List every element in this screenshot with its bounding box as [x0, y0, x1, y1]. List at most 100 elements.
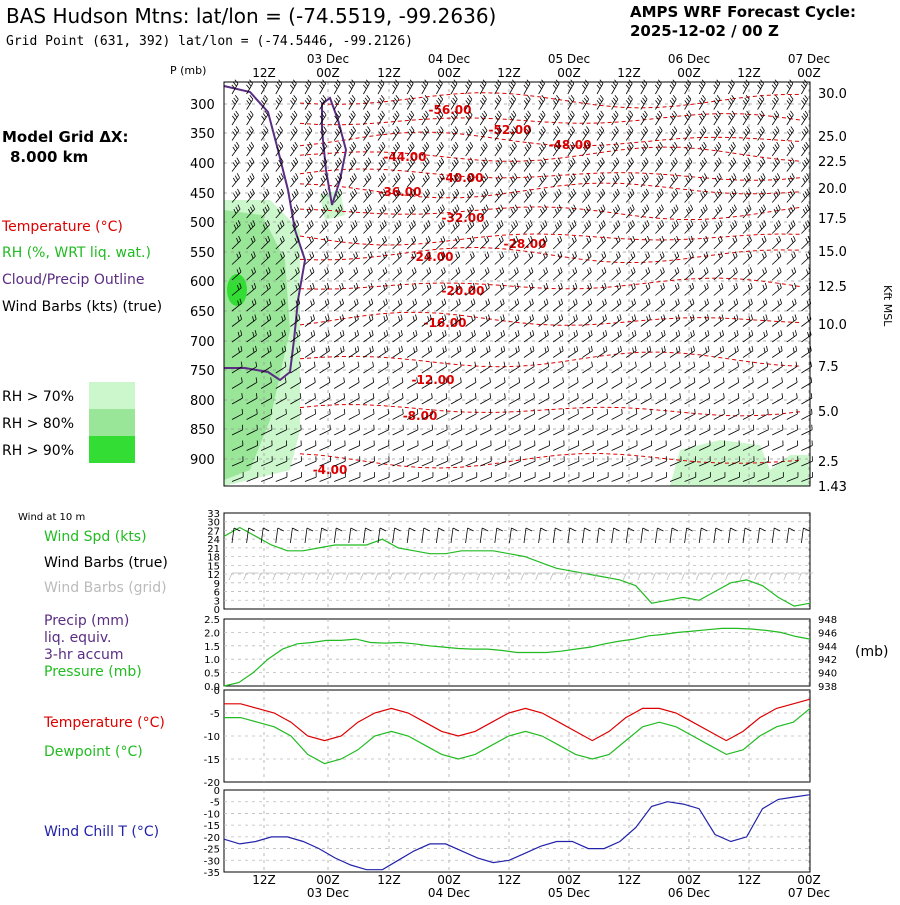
height-tick-label: 2.5	[818, 455, 839, 470]
height-tick-label: 17.5	[818, 212, 847, 227]
y-tick-label: -30	[204, 856, 220, 867]
rh80-swatch	[89, 409, 135, 436]
legend-temperature: Temperature (°C)	[1, 219, 123, 235]
y-tick-label: 1.5	[204, 642, 220, 653]
top-time-tick: 00Z	[437, 66, 461, 80]
y-tick-label: 0	[214, 686, 220, 697]
legend-barbs-grid: Wind Barbs (grid)	[44, 580, 167, 596]
pressure-tick-label: 400	[190, 157, 215, 172]
legend-pressure: Pressure (mb)	[44, 664, 142, 680]
legend-surface-temperature: Temperature (°C)	[43, 715, 165, 731]
legend-barbs-true: Wind Barbs (true)	[44, 555, 168, 571]
model-grid-value: 8.000 km	[10, 148, 88, 166]
bottom-time-tick: 00Z	[677, 873, 701, 887]
pressure-tick-label: 900	[190, 453, 215, 468]
y-tick-label: -15	[204, 755, 220, 766]
top-time-tick: 00Z	[557, 66, 581, 80]
height-tick-label: 22.5	[818, 155, 847, 170]
top-time-tick: 00Z	[797, 66, 821, 80]
pressure-unit-label: (mb)	[855, 644, 888, 660]
temperature-contour-label: -32.00	[442, 211, 485, 225]
top-date-label: 07 Dec	[788, 52, 830, 66]
pressure-tick-label: 750	[190, 364, 215, 379]
top-time-tick: 00Z	[677, 66, 701, 80]
bottom-time-tick: 12Z	[497, 873, 521, 887]
cross-section-panel: -56.00-52.00-48.00-44.00-40.00-36.00-32.…	[224, 80, 813, 486]
height-tick-label: 7.5	[818, 360, 839, 375]
top-date-label: 04 Dec	[428, 52, 470, 66]
y-tick-label: -20	[204, 833, 220, 844]
bottom-time-tick: 12Z	[617, 873, 641, 887]
y-tick-label: 1.0	[204, 655, 220, 666]
legend-rh70: RH > 70%	[2, 389, 74, 405]
pressure-tick-label: 500	[190, 216, 215, 231]
y-tick-label: -10	[204, 809, 220, 820]
windchill-panel: 0-5-10-15-20-25-30-35	[204, 786, 810, 879]
y2-tick-label: 946	[818, 628, 837, 639]
y-tick-label: -10	[204, 732, 220, 743]
legend-rh90: RH > 90%	[2, 443, 74, 459]
y-tick-label: 2.5	[204, 615, 220, 626]
height-tick-label: 10.0	[818, 318, 847, 333]
y-tick-label: 0.5	[204, 669, 220, 680]
height-tick-label: 5.0	[818, 405, 839, 420]
bottom-time-tick: 12Z	[737, 873, 761, 887]
bottom-time-tick: 00Z	[316, 873, 340, 887]
forecast-cycle-value: 2025-12-02 / 00 Z	[630, 22, 779, 40]
bottom-date-label: 05 Dec	[548, 886, 590, 900]
top-date-label: 05 Dec	[548, 52, 590, 66]
pressure-tick-label: 700	[190, 335, 215, 350]
top-time-tick: 12Z	[252, 66, 276, 80]
temperature-contour-label: -56.00	[429, 103, 472, 117]
y2-tick-label: 948	[818, 615, 837, 626]
legend-dewpoint: Dewpoint (°C)	[44, 744, 143, 760]
top-time-tick: 12Z	[497, 66, 521, 80]
top-time-tick: 12Z	[617, 66, 641, 80]
pressure-tick-label: 800	[190, 394, 215, 409]
bottom-time-tick: 00Z	[797, 873, 821, 887]
bottom-date-label: 07 Dec	[788, 886, 830, 900]
bottom-date-label: 06 Dec	[668, 886, 710, 900]
bottom-time-tick: 00Z	[557, 873, 581, 887]
height-ticks: 30.025.022.520.017.515.012.510.07.55.02.…	[818, 87, 847, 495]
temperature-contour-label: -44.00	[384, 150, 427, 164]
height-tick-label: 25.0	[818, 130, 847, 145]
y-tick-label: -35	[204, 868, 220, 879]
pressure-tick-label: 550	[190, 246, 215, 261]
height-tick-label: 20.0	[818, 182, 847, 197]
wind-10m-label: Wind at 10 m	[18, 512, 85, 523]
temperature-contour-label: -24.00	[411, 250, 454, 264]
legend-precip: Precip (mm)	[44, 613, 129, 629]
bottom-date-label: 04 Dec	[428, 886, 470, 900]
pressure-tick-label: 450	[190, 187, 215, 202]
y-tick-label: -15	[204, 821, 220, 832]
bottom-time-tick: 12Z	[252, 873, 276, 887]
temperature-contour-label: -12.00	[412, 373, 455, 387]
pressure-tick-label: 650	[190, 305, 215, 320]
y2-tick-label: 942	[818, 655, 837, 666]
top-time-tick: 12Z	[377, 66, 401, 80]
bottom-time-tick: 12Z	[377, 873, 401, 887]
top-date-label: 06 Dec	[668, 52, 710, 66]
y-tick-label: -5	[210, 709, 220, 720]
station-title: BAS Hudson Mtns: lat/lon = (-74.5519, -9…	[6, 4, 496, 28]
pressure-tick-label: 850	[190, 423, 215, 438]
height-tick-label: 15.0	[818, 245, 847, 260]
pressure-tick-label: 600	[190, 275, 215, 290]
legend-rh80: RH > 80%	[2, 416, 74, 432]
top-time-tick: 00Z	[316, 66, 340, 80]
rh90-region	[227, 274, 247, 306]
legend-rh: RH (%, WRT liq. wat.)	[2, 245, 151, 261]
bottom-time-tick: 00Z	[437, 873, 461, 887]
y-tick-label: 0	[214, 786, 220, 797]
legend-accum: 3-hr accum	[44, 647, 124, 663]
top-date-label: 03 Dec	[307, 52, 349, 66]
y-tick-label: -25	[204, 845, 220, 856]
temp-dewpoint-panel: 0-5-10-15-20	[204, 686, 810, 789]
bottom-date-label: 03 Dec	[307, 886, 349, 900]
